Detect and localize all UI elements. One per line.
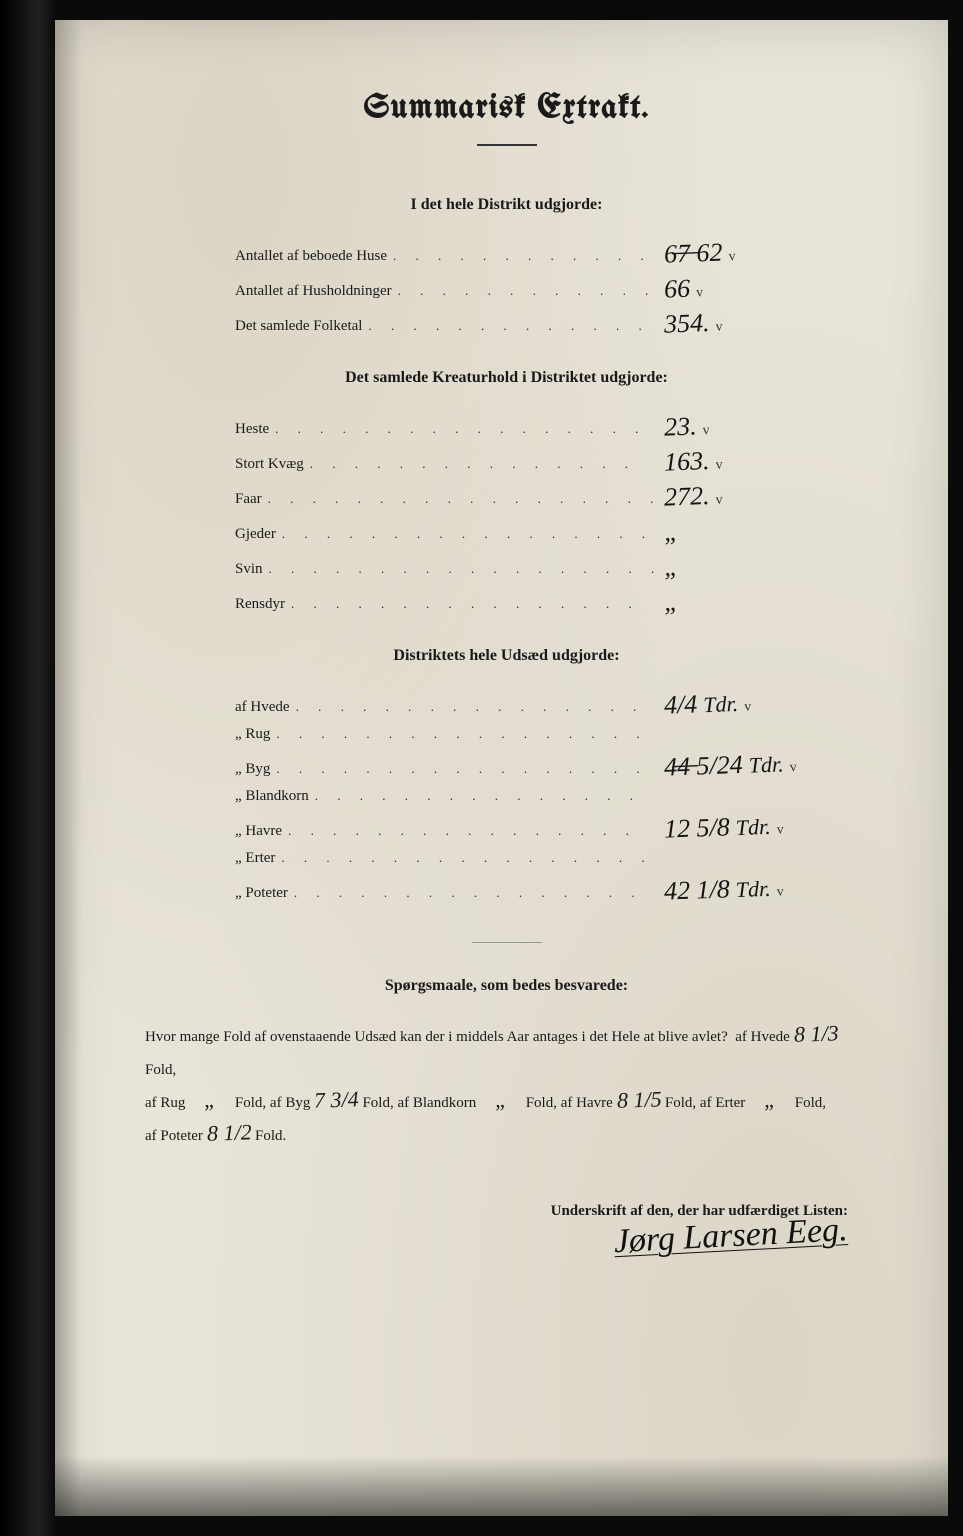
leader-dots: . . . . . . . . . . . . . .	[362, 318, 658, 334]
row-value: „	[658, 550, 819, 579]
document-page: Summarisk Extrakt. I det hele Distrikt u…	[55, 20, 948, 1516]
row-value: 354.v	[658, 307, 819, 336]
leader-dots: . . . . . . . . . . . .	[392, 283, 658, 299]
leader-dots: . . . . . . . . . . . . . . .	[304, 456, 658, 472]
q-fill-blandkorn: „	[480, 1092, 522, 1107]
q-fill-poteter: 8 1/2	[206, 1125, 251, 1140]
table-row: „ Erter . . . . . . . . . . . . . . . . …	[235, 850, 818, 867]
q-fill-erter: „	[749, 1092, 791, 1107]
section1-rows: Antallet af beboede Huse . . . . . . . .…	[235, 240, 818, 335]
q-label-byg: Fold, af Byg	[235, 1095, 310, 1111]
q-label-poteter: af Poteter	[145, 1128, 203, 1144]
table-row: Antallet af beboede Huse . . . . . . . .…	[235, 240, 818, 265]
table-row: Rensdyr . . . . . . . . . . . . . . . . …	[235, 588, 818, 613]
row-label: „ Byg	[235, 761, 270, 778]
row-label: „ Poteter	[235, 885, 288, 902]
q-label-hvede: af Hvede	[735, 1029, 790, 1045]
leader-dots: . . . . . . . . . . . . . . . .	[288, 885, 658, 901]
leader-dots: . . . . . . . . . . . . . . . . . .	[263, 561, 658, 577]
row-label: Stort Kvæg	[235, 456, 304, 473]
q-label-erter: Fold, af Erter	[665, 1095, 745, 1111]
row-value: 4/4Tdr.v	[658, 688, 819, 717]
row-label: „ Rug	[235, 726, 270, 743]
leader-dots: . . . . . . . . . . . . . . . .	[285, 596, 658, 612]
table-row: „ Havre . . . . . . . . . . . . . . . . …	[235, 815, 818, 840]
leader-dots: . . . . . . . . . . . . . . . . . .	[262, 491, 658, 507]
section2-rows: Heste . . . . . . . . . . . . . . . . . …	[235, 413, 818, 613]
q-fill-havre: 8 1/5	[616, 1092, 661, 1107]
table-row: Svin . . . . . . . . . . . . . . . . . .…	[235, 553, 818, 578]
leader-dots: . . . . . . . . . . . . . . . . .	[269, 421, 658, 437]
leader-dots: . . . . . . . . . . . . . . . . .	[275, 850, 658, 866]
row-label: Heste	[235, 421, 269, 438]
row-label: Antallet af beboede Huse	[235, 248, 387, 265]
table-row: af Hvede . . . . . . . . . . . . . . . .…	[235, 691, 818, 716]
row-label: Gjeder	[235, 526, 276, 543]
row-label: Svin	[235, 561, 263, 578]
table-row: „ Byg . . . . . . . . . . . . . . . . . …	[235, 753, 818, 778]
q-label-rug: af Rug	[145, 1095, 185, 1111]
row-label: Faar	[235, 491, 262, 508]
table-row: „ Poteter . . . . . . . . . . . . . . . …	[235, 877, 818, 902]
binding-edge	[0, 0, 55, 1536]
leader-dots: . . . . . . . . . . . . . . . .	[282, 823, 658, 839]
q-label-blandkorn: Fold, af Blandkorn	[362, 1095, 476, 1111]
row-value: 272.v	[658, 480, 819, 509]
row-label: Det samlede Folketal	[235, 318, 362, 335]
questions-lead: Hvor mange Fold af ovenstaaende Udsæd ka…	[145, 1029, 728, 1045]
row-value: 66v	[658, 272, 819, 301]
table-row: Faar . . . . . . . . . . . . . . . . . .…	[235, 483, 818, 508]
page-title: Summarisk Extrakt.	[125, 90, 888, 126]
row-value: „	[658, 515, 819, 544]
row-label: af Hvede	[235, 699, 290, 716]
leader-dots: . . . . . . . . . . . . . . . . .	[276, 526, 658, 542]
section3-heading: Distriktets hele Udsæd udgjorde:	[125, 647, 888, 665]
leader-dots: . . . . . . . . . . . . . . . . .	[270, 761, 658, 777]
row-value	[658, 859, 818, 865]
questions-heading: Spørgsmaale, som bedes besvarede:	[125, 977, 888, 995]
leader-dots: . . . . . . . . . . . . . . . . .	[270, 726, 658, 742]
q-label-havre: Fold, af Havre	[526, 1095, 613, 1111]
table-row: Gjeder . . . . . . . . . . . . . . . . .…	[235, 518, 818, 543]
table-row: Det samlede Folketal . . . . . . . . . .…	[235, 310, 818, 335]
table-row: Heste . . . . . . . . . . . . . . . . . …	[235, 413, 818, 438]
section1-heading: I det hele Distrikt udgjorde:	[125, 196, 888, 214]
row-label: „ Havre	[235, 823, 282, 840]
row-value: 6̶7̶ 62v	[658, 237, 819, 266]
row-value: „	[658, 585, 819, 614]
row-value: 23.v	[658, 410, 819, 439]
leader-dots: . . . . . . . . . . . .	[387, 248, 658, 264]
signature-name: Jørg Larsen Eeg.	[125, 1211, 849, 1287]
row-label: Rensdyr	[235, 596, 285, 613]
table-row: „ Blandkorn . . . . . . . . . . . . . . …	[235, 788, 818, 805]
q-fill-rug: „	[189, 1092, 231, 1107]
row-label: „ Blandkorn	[235, 788, 309, 805]
scan-frame: Summarisk Extrakt. I det hele Distrikt u…	[0, 0, 963, 1536]
row-label: Antallet af Husholdninger	[235, 283, 392, 300]
row-value: 42 1/8Tdr.v	[658, 874, 819, 903]
leader-dots: . . . . . . . . . . . . . . . .	[290, 699, 658, 715]
bottom-smudge	[55, 1456, 948, 1516]
section3-rows: af Hvede . . . . . . . . . . . . . . . .…	[235, 691, 818, 902]
table-row: „ Rug . . . . . . . . . . . . . . . . .	[235, 726, 818, 743]
row-value	[658, 735, 818, 741]
row-value: 163.v	[658, 445, 819, 474]
title-rule	[477, 144, 537, 146]
row-value: 4̶4̶ 5/24Tdr.v	[658, 750, 819, 779]
section2-heading: Det samlede Kreaturhold i Distriktet udg…	[125, 369, 888, 387]
divider	[472, 942, 542, 943]
row-value	[658, 797, 818, 803]
questions-paragraph: Hvor mange Fold af ovenstaaende Udsæd ka…	[145, 1021, 868, 1153]
row-label: „ Erter	[235, 850, 275, 867]
q-fill-byg: 7 3/4	[314, 1092, 359, 1107]
leader-dots: . . . . . . . . . . . . . . .	[309, 788, 658, 804]
table-row: Stort Kvæg . . . . . . . . . . . . . . .…	[235, 448, 818, 473]
q-fill-hvede: 8 1/3	[793, 1026, 838, 1041]
row-value: 12 5/8Tdr.v	[658, 812, 819, 841]
q-tail: Fold.	[255, 1128, 286, 1144]
table-row: Antallet af Husholdninger . . . . . . . …	[235, 275, 818, 300]
